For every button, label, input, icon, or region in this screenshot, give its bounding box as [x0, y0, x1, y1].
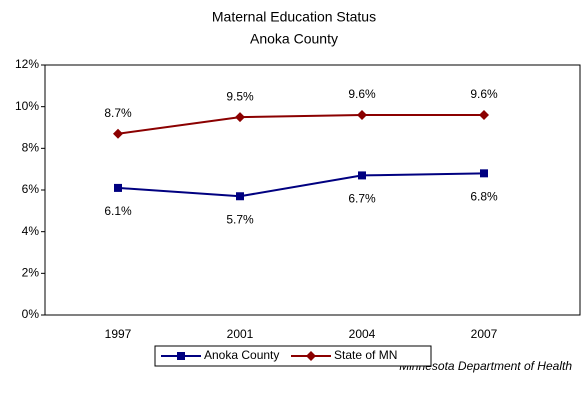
series-line — [117, 114, 484, 135]
data-label: 6.8% — [470, 190, 498, 204]
y-tick-label: 8% — [22, 141, 40, 155]
legend-label: State of MN — [334, 348, 397, 362]
data-label: 8.7% — [104, 106, 132, 120]
x-tick-label: 1997 — [105, 327, 132, 341]
y-tick-label: 12% — [15, 57, 39, 71]
data-label: 9.6% — [348, 87, 376, 101]
data-label: 5.7% — [226, 212, 254, 226]
marker — [236, 192, 244, 201]
y-tick-label: 2% — [22, 266, 40, 280]
data-label: 9.5% — [226, 89, 254, 103]
data-label: 9.6% — [470, 87, 498, 101]
marker — [306, 351, 316, 361]
x-tick-label: 2007 — [471, 327, 498, 341]
marker — [177, 352, 185, 360]
y-tick-label: 4% — [22, 224, 40, 238]
y-tick-label: 6% — [22, 182, 40, 196]
source-note: Minnesota Department of Health — [399, 359, 572, 373]
data-label: 6.7% — [348, 192, 376, 206]
marker — [113, 128, 123, 139]
data-label: 6.1% — [104, 204, 132, 218]
marker — [114, 183, 122, 192]
x-tick-label: 2004 — [349, 327, 376, 341]
marker — [357, 110, 367, 120]
plot-frame — [44, 64, 581, 316]
chart-title: Maternal Education Status — [212, 9, 376, 25]
legend-label: Anoka County — [204, 348, 279, 362]
x-tick-label: 2001 — [227, 327, 254, 341]
y-tick-label: 0% — [22, 307, 40, 321]
marker — [235, 112, 245, 123]
chart-subtitle: Anoka County — [250, 31, 338, 47]
y-tick-label: 10% — [15, 99, 39, 113]
marker — [479, 110, 489, 120]
marker — [358, 171, 366, 180]
series-line — [117, 172, 485, 198]
marker — [480, 169, 488, 178]
